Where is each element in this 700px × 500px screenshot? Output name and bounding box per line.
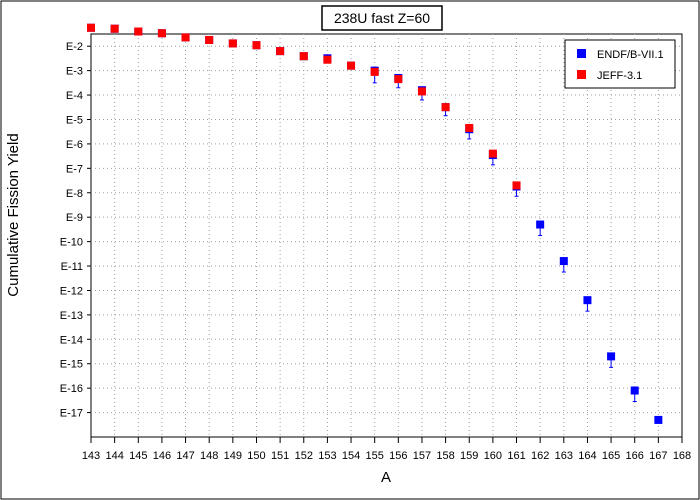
data-point [87,23,95,32]
x-tick-label: 161 [507,450,525,462]
x-tick-label: 145 [129,450,147,462]
legend: ENDF/B-VII.1 JEFF-3.1 [564,39,676,89]
x-tick-label: 150 [247,450,265,462]
data-point [441,103,450,112]
y-tick-label: E-13 [60,310,83,322]
data-point [323,55,332,64]
x-tick-label: 147 [176,450,194,462]
y-tick-label: E-11 [61,261,83,273]
y-tick-label: E-7 [66,163,83,175]
data-point [110,24,119,33]
x-tick-label: 162 [531,450,549,462]
y-tick-label: E-2 [66,41,83,53]
x-tick-label: 156 [389,450,407,462]
data-point [607,352,616,361]
data-point [228,39,237,48]
x-tick-label: 151 [271,450,289,462]
data-point [536,220,545,229]
data-point [276,47,285,56]
x-tick-label: 164 [578,450,596,462]
data-point [654,415,663,424]
chart-title: 238U fast Z=60 [321,5,443,31]
data-series [87,23,663,424]
data-point [157,29,166,38]
legend-swatch-endf [577,49,586,58]
data-point [252,41,261,50]
chart-title-text: 238U fast Z=60 [334,10,430,26]
x-tick-label: 154 [342,450,360,462]
data-point [205,35,214,44]
data-point [488,149,497,158]
x-tick-label: 143 [82,450,100,462]
x-axis-title: A [381,469,391,486]
y-tick-label: E-4 [66,90,83,102]
data-point [181,33,190,42]
data-point [630,386,639,395]
x-tick-label: 148 [200,450,218,462]
y-axis: E-2 E-3 E-4 E-5 E-6 E-7 E-8 E-9 E-10 E-11 E-12 E-13… [60,41,91,420]
data-point [134,27,143,36]
legend-swatch-jeff [577,70,586,79]
y-tick-label: E-9 [66,212,83,224]
x-tick-label: 168 [673,450,691,462]
y-tick-label: E-10 [60,237,83,249]
x-tick-label: 152 [295,450,313,462]
x-tick-label: 165 [602,450,620,462]
y-tick-label: E-14 [60,334,83,346]
y-tick-label: E-5 [66,114,83,126]
x-tick-label: 157 [413,450,431,462]
x-tick-label: 167 [649,450,667,462]
y-tick-label: E-17 [60,408,83,420]
data-point [394,75,403,84]
legend-label-endf: ENDF/B-VII.1 [597,49,664,61]
y-tick-label: E-6 [66,139,83,151]
x-tick-label: 144 [105,450,123,462]
x-tick-label: 160 [484,450,502,462]
data-point [299,52,308,61]
x-tick-label: 146 [153,450,171,462]
x-axis: 143 144 145 146 147 148 149 150 151 152 153 154 155 1… [82,437,691,462]
data-point [559,257,568,266]
chart-title-box [321,5,443,31]
y-tick-label: E-15 [60,359,83,371]
plot-area [90,33,683,438]
legend-label-jeff: JEFF-3.1 [597,70,642,82]
y-tick-label: E-16 [60,383,83,395]
data-point [347,61,356,70]
x-tick-label: 149 [224,450,242,462]
data-point [417,87,426,96]
data-point [512,181,521,190]
y-axis-title: Cumulative Fission Yield [5,133,22,296]
legend-box [564,39,676,89]
y-tick-label: E-3 [66,66,83,78]
x-tick-label: 163 [555,450,573,462]
y-tick-label: E-8 [66,188,83,200]
x-tick-label: 166 [626,450,644,462]
x-tick-label: 155 [366,450,384,462]
x-tick-label: 159 [460,450,478,462]
data-point [370,67,379,76]
x-tick-label: 153 [318,450,336,462]
x-tick-label: 158 [436,450,454,462]
y-tick-label: E-12 [60,285,83,297]
series-1 [87,23,521,190]
data-point [465,123,474,132]
data-point [583,296,592,305]
